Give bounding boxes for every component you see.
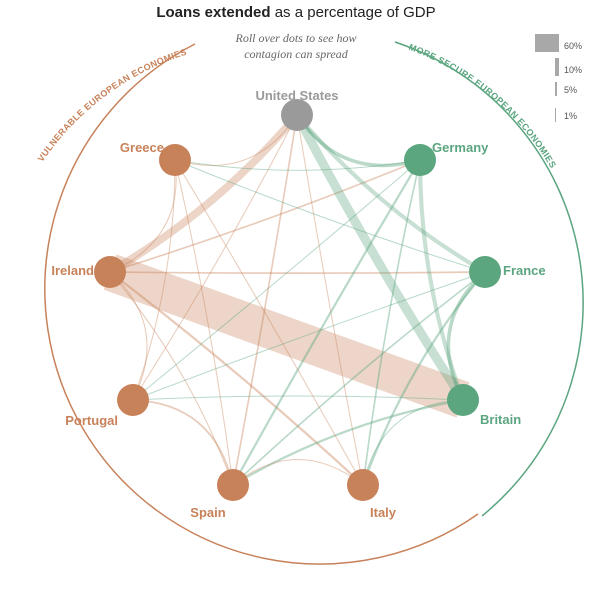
node-label-greece: Greece	[120, 140, 164, 155]
title-bold: Loans extended	[156, 4, 271, 21]
node-greece[interactable]: Greece	[120, 140, 191, 176]
link-ireland-france	[109, 271, 486, 274]
node-germany[interactable]: Germany	[404, 140, 489, 176]
group-arcs	[44, 41, 584, 565]
node-dot-portugal[interactable]	[117, 384, 149, 416]
node-label-portugal: Portugal	[65, 413, 118, 428]
node-dot-germany[interactable]	[404, 144, 436, 176]
instruction-line-1: Roll over dots to see how	[235, 31, 357, 45]
link-spain-portugal	[132, 399, 234, 486]
link-france-italy	[361, 271, 486, 486]
link-spain-italy	[232, 459, 364, 486]
legend-swatch-2	[555, 82, 557, 96]
link-britain-portugal	[132, 395, 464, 401]
link-us-portugal	[132, 114, 298, 401]
link-france-greece	[174, 159, 486, 273]
link-germany-spain	[232, 159, 421, 486]
vulnerable-group-arc	[44, 43, 479, 565]
legend-swatch-1	[555, 58, 559, 76]
link-us-france	[295, 113, 487, 274]
node-france[interactable]: France	[469, 256, 546, 288]
node-label-france: France	[503, 263, 546, 278]
link-germany-britain	[417, 159, 465, 401]
node-dot-spain[interactable]	[217, 469, 249, 501]
node-spain[interactable]: Spain	[190, 469, 249, 520]
link-us-germany	[295, 114, 421, 168]
link-italy-greece	[174, 159, 364, 486]
legend-label-2: 5%	[564, 85, 577, 95]
node-label-ireland: Ireland	[51, 263, 94, 278]
link-us-italy	[296, 114, 364, 486]
link-us-greece	[174, 114, 298, 167]
nodes-layer: United States Germany France Britain Italy Sp…	[51, 88, 545, 520]
vulnerable-group-label: VULNERABLE EUROPEAN ECONOMIES	[36, 47, 188, 164]
vulnerable-group-label-text: VULNERABLE EUROPEAN ECONOMIES	[36, 47, 188, 164]
link-ireland-us	[108, 112, 300, 276]
node-label-spain: Spain	[190, 505, 225, 520]
instruction-line-2: contagion can spread	[244, 47, 348, 61]
node-dot-us[interactable]	[281, 99, 313, 131]
link-france-spain	[232, 271, 486, 486]
link-germany-italy	[362, 159, 421, 486]
legend-label-1: 10%	[564, 65, 582, 75]
link-germany-greece	[174, 159, 421, 171]
legend-label-3: 1%	[564, 111, 577, 121]
link-france-britain	[446, 270, 487, 401]
link-ireland-italy	[109, 271, 364, 486]
legend-swatch-3	[555, 108, 556, 122]
secure-group-arc	[394, 41, 584, 517]
page-title: Loans extended as a percentage of GDP	[0, 4, 592, 21]
node-ireland[interactable]: Ireland	[51, 256, 126, 288]
link-us-britain	[292, 112, 467, 403]
link-spain-greece	[174, 159, 234, 486]
node-dot-ireland[interactable]	[94, 256, 126, 288]
node-us[interactable]: United States	[255, 88, 339, 131]
link-germany-portugal	[132, 159, 421, 401]
link-us-spain	[232, 114, 298, 486]
link-britain-italy	[362, 399, 464, 486]
node-portugal[interactable]: Portugal	[65, 384, 149, 428]
node-britain[interactable]: Britain	[447, 384, 521, 427]
link-ireland-greece	[109, 159, 177, 273]
link-portugal-greece	[132, 159, 176, 401]
node-label-italy: Italy	[370, 505, 397, 520]
title-rest: as a percentage of GDP	[270, 4, 436, 21]
node-label-us: United States	[255, 88, 338, 103]
node-label-britain: Britain	[480, 412, 521, 427]
link-ireland-britain	[103, 254, 470, 418]
link-ireland-spain	[109, 271, 234, 486]
node-dot-britain[interactable]	[447, 384, 479, 416]
link-ireland-portugal	[109, 271, 148, 401]
instruction-note: Roll over dots to see how contagion can …	[216, 30, 376, 62]
legend: 60% 10% 5% 1%	[535, 34, 582, 122]
links-layer	[103, 112, 487, 486]
node-italy[interactable]: Italy	[347, 469, 397, 520]
node-dot-greece[interactable]	[159, 144, 191, 176]
link-ireland-germany	[109, 159, 421, 273]
node-label-germany: Germany	[432, 140, 489, 155]
node-dot-italy[interactable]	[347, 469, 379, 501]
node-dot-france[interactable]	[469, 256, 501, 288]
link-france-portugal	[132, 271, 486, 401]
link-britain-spain	[232, 398, 464, 486]
legend-swatch-0	[535, 34, 559, 52]
legend-label-0: 60%	[564, 41, 582, 51]
